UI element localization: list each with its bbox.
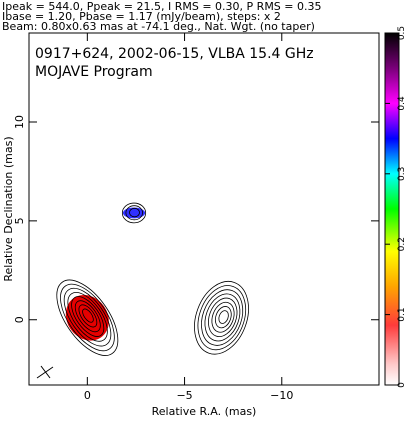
contour-level: [82, 308, 94, 323]
contour-level: [197, 285, 247, 351]
colorbar: [384, 32, 400, 386]
x-tick-label: 0: [84, 389, 91, 402]
header-base-line: Ibase = 1.20, Pbase = 1.17 (mJy/beam), s…: [2, 10, 281, 23]
colorbar-tick-label: 0.1: [397, 307, 407, 321]
source-label: 0917+624, 2002-06-15, VLBA 15.4 GHz: [35, 46, 314, 62]
x-axis-label: Relative R.A. (mas): [152, 405, 257, 418]
contour-level: [71, 296, 105, 337]
component-core: [56, 279, 119, 356]
x-tick-label: −5: [176, 389, 192, 402]
contour-level: [63, 287, 112, 347]
colorbar-tick-label: 0.4: [397, 96, 407, 111]
y-axis-label: Relative Declination (mas): [2, 136, 15, 281]
contour-level: [211, 301, 235, 333]
axis-ticks: 0 −5 −10 0 5 10: [13, 33, 379, 402]
contour-level: [194, 281, 249, 355]
beam-icon: [36, 365, 54, 379]
contour-level: [129, 207, 140, 218]
y-tick-label: 10: [13, 115, 26, 129]
contour-level: [74, 300, 101, 333]
source-components: [56, 202, 249, 356]
contour-level: [218, 310, 229, 324]
contour-level: [201, 289, 244, 346]
polarization-patch: [122, 207, 146, 219]
contour-level: [56, 279, 119, 356]
contour-level: [121, 202, 147, 224]
colorbar-ticks: 0 0.1 0.2 0.3 0.4 0.5: [385, 26, 407, 388]
y-tick-label: 5: [13, 217, 26, 224]
program-label: MOJAVE Program: [35, 64, 153, 80]
contour-level: [125, 205, 143, 221]
colorbar-tick-label: 0.5: [397, 26, 407, 40]
colorbar-tick-label: 0: [397, 382, 407, 388]
contour-level: [60, 283, 115, 352]
contour-level: [208, 297, 238, 337]
x-tick-label: −10: [270, 389, 293, 402]
y-tick-label: 0: [13, 316, 26, 323]
contour-level: [204, 293, 241, 342]
header-peak-line: Ipeak = 544.0, Ppeak = 21.5, I RMS = 0.3…: [2, 0, 322, 13]
header-beam-line: Beam: 0.80x0.63 mas at -74.1 deg., Nat. …: [2, 20, 315, 33]
component-knot: [121, 202, 147, 224]
colorbar-tick-label: 0.2: [397, 237, 407, 251]
colorbar-tick-label: 0.3: [397, 167, 407, 181]
contour-level: [78, 304, 98, 328]
contour-level: [67, 292, 108, 342]
contour-level: [214, 306, 232, 329]
component-lobe: [194, 281, 249, 355]
